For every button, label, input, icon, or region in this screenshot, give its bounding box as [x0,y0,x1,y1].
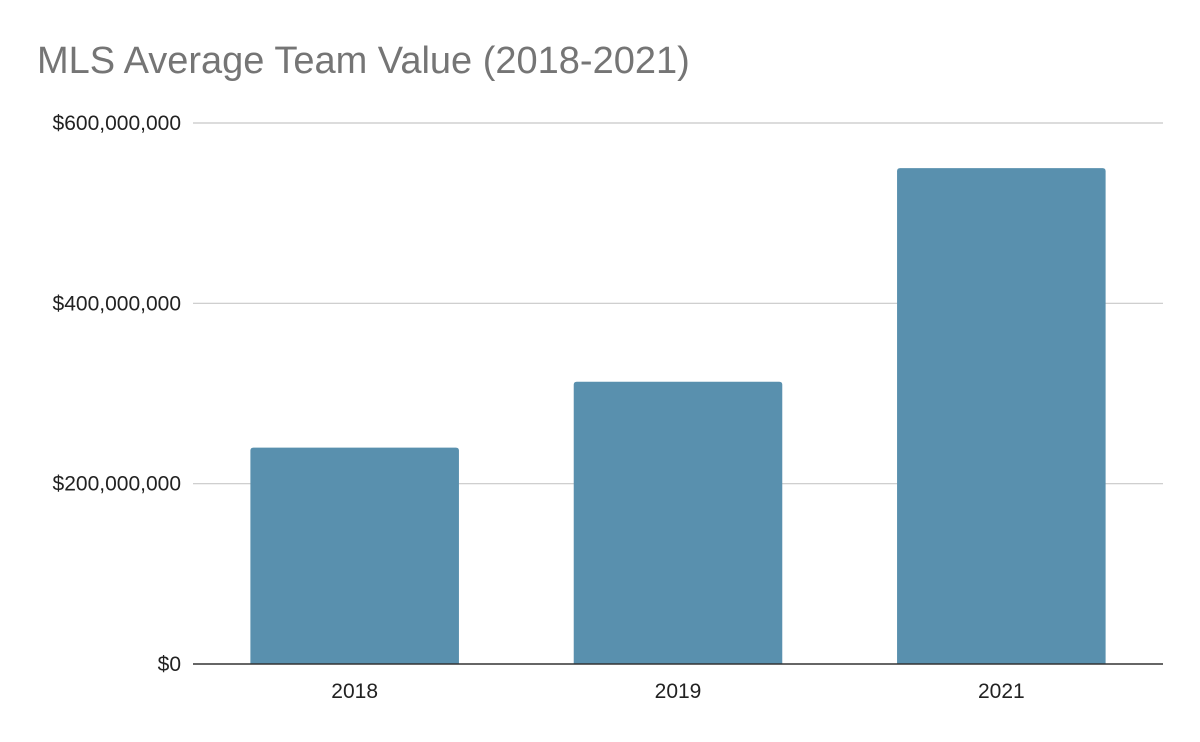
y-axis-tick-labels: $0 $200,000,000 $400,000,000 $600,000,000 [53,112,181,676]
bar-2019 [573,381,783,664]
bar-2018 [250,447,459,664]
y-tick-label: $0 [158,653,181,676]
y-tick-label: $400,000,000 [53,292,181,315]
x-tick-label: 2018 [331,680,378,703]
y-tick-label: $600,000,000 [53,112,181,135]
x-tick-label: 2019 [655,680,702,703]
x-axis-tick-labels: 2018 2019 2021 [331,680,1024,703]
y-tick-label: $200,000,000 [53,473,181,496]
bar-2021 [897,168,1106,665]
bars [250,168,1106,665]
x-tick-label: 2021 [978,680,1025,703]
chart-title: MLS Average Team Value (2018-2021) [37,40,690,82]
